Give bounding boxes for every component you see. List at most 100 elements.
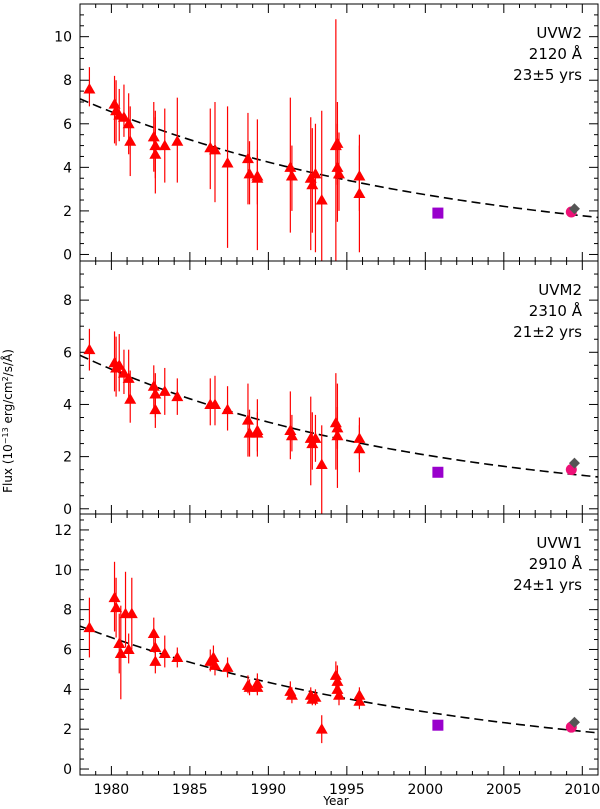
y-tick-label: 10 <box>54 30 72 46</box>
diamond-point <box>568 203 580 215</box>
y-tick-label: 12 <box>54 523 72 539</box>
triangle-point <box>171 651 184 662</box>
triangle-point <box>208 143 221 155</box>
triangle-point <box>114 647 127 658</box>
triangle-point <box>113 359 126 370</box>
panel-label-line: UVM2 <box>538 281 582 299</box>
triangle-point <box>309 167 322 179</box>
triangle-point <box>83 621 96 633</box>
triangle-point <box>122 372 135 383</box>
triangle-point <box>158 647 171 658</box>
triangle-point <box>149 403 162 415</box>
panel-label-line: UVW2 <box>536 24 582 42</box>
panel-data <box>80 19 598 261</box>
triangle-point <box>83 343 96 355</box>
triangle-point <box>241 152 254 164</box>
ylabel-exp2: 2 <box>1 376 10 381</box>
y-tick-label: 2 <box>63 450 72 466</box>
triangle-point <box>331 429 344 441</box>
triangle-point <box>353 170 366 181</box>
triangle-point <box>353 432 366 443</box>
panel-data <box>80 561 598 744</box>
triangle-point <box>331 161 344 172</box>
triangle-point <box>315 458 328 469</box>
triangle-point <box>353 187 366 198</box>
ylabel-exp1: −13 <box>1 427 10 444</box>
triangle-point <box>251 681 264 692</box>
fit-curve <box>80 354 598 478</box>
y-tick-label: 6 <box>63 345 72 361</box>
triangle-point <box>331 675 344 686</box>
triangle-point <box>241 414 254 425</box>
triangle-point <box>353 442 366 454</box>
triangle-point <box>333 167 345 179</box>
triangle-point <box>149 655 162 666</box>
triangle-point <box>243 681 256 692</box>
triangle-point <box>108 591 121 603</box>
triangle-point <box>285 429 298 441</box>
triangle-point <box>124 135 137 146</box>
triangle-point <box>208 398 221 409</box>
triangle-point <box>110 601 123 613</box>
triangle-point <box>113 637 126 649</box>
x-tick-label: 2005 <box>486 782 522 798</box>
y-tick-label: 4 <box>63 397 72 413</box>
triangle-point <box>315 723 328 734</box>
y-tick-label: 4 <box>63 682 72 698</box>
y-tick-label: 0 <box>63 502 72 518</box>
diamond-point <box>568 457 580 469</box>
x-tick-label: 1995 <box>329 782 365 798</box>
ylabel-pre: Flux (10 <box>1 444 15 493</box>
triangle-point <box>117 367 130 378</box>
panel-uvw1: 0 2 4 6 8 10 12 UVW1 2910 Å 24±1 yrs <box>54 513 599 778</box>
triangle-point <box>149 148 162 159</box>
square-point <box>432 719 444 731</box>
y-tick-label: 6 <box>63 117 72 133</box>
triangle-point <box>122 117 135 129</box>
y-tick-label: 8 <box>63 293 72 309</box>
triangle-point <box>331 137 344 148</box>
triangle-point <box>149 641 162 652</box>
triangle-point <box>251 172 264 183</box>
x-tick-label: 1990 <box>251 782 287 798</box>
panel-label-line: 21±2 yrs <box>513 323 582 341</box>
triangle-point <box>309 432 322 443</box>
svg-text:Flux (10−13 erg/cm2/s/Å): Flux (10−13 erg/cm2/s/Å) <box>0 349 15 493</box>
triangle-point <box>315 194 328 205</box>
triangle-point <box>221 403 234 415</box>
panel-uvw2: 0 2 4 6 8 10 UVW2 2120 Å 23±5 yrs <box>54 3 599 263</box>
triangle-point <box>331 683 344 694</box>
triangle-point <box>122 643 135 654</box>
diamond-point <box>568 716 580 728</box>
triangle-point <box>251 427 264 438</box>
panel-label-line: UVW1 <box>536 534 582 552</box>
triangle-point <box>285 170 298 181</box>
triangle-point <box>147 380 160 391</box>
triangle-point <box>331 421 344 433</box>
panel-frame <box>79 513 599 776</box>
triangle-point <box>147 130 160 142</box>
panel-label-line: 2910 Å <box>529 554 583 573</box>
triangle-point <box>285 689 298 700</box>
ylabel-post: /s/Å) <box>0 349 15 376</box>
triangle-point <box>353 695 366 706</box>
square-point <box>432 207 444 219</box>
triangle-point <box>306 178 319 190</box>
triangle-point <box>207 651 220 662</box>
y-tick-label: 0 <box>63 762 72 778</box>
triangle-point <box>309 691 322 702</box>
panel-label-line: 2120 Å <box>529 44 583 63</box>
triangle-point <box>124 393 137 404</box>
ylabel-mid: erg/cm <box>1 381 15 427</box>
triangle-point <box>117 111 130 122</box>
triangle-point <box>221 156 234 168</box>
y-tick-label: 8 <box>63 603 72 619</box>
triangle-point <box>243 167 256 179</box>
triangle-point <box>284 161 297 172</box>
triangle-point <box>83 82 96 94</box>
axis-ylabel: Flux (10−13 erg/cm2/s/Å) <box>0 349 15 493</box>
panel-label-line: 24±1 yrs <box>513 576 582 594</box>
x-tick-label: 2010 <box>564 782 600 798</box>
triangle-point <box>221 661 234 672</box>
triangle-point <box>353 689 366 700</box>
